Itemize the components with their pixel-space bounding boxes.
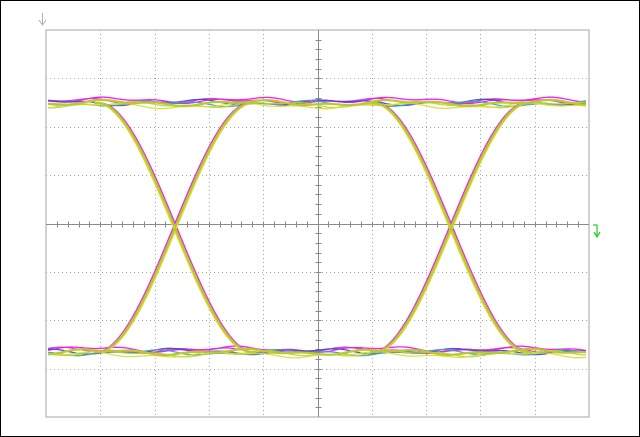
eye-falling-edge-main — [94, 101, 256, 354]
trigger-level-icon — [593, 224, 601, 239]
graticule-border — [45, 29, 590, 418]
eye-low-rail-main — [47, 347, 587, 357]
eye-falling-edge-main — [370, 101, 532, 354]
trigger-marker-path — [593, 224, 598, 235]
eye-diagram-waveform — [47, 96, 587, 359]
down-arrow-icon — [38, 13, 47, 26]
eye-high-rail-trace — [47, 101, 587, 110]
markers — [38, 13, 601, 239]
trigger-marker-head — [593, 231, 601, 239]
down-arrow-head — [38, 19, 47, 26]
graticule — [45, 29, 590, 418]
eye-high-rail-main — [47, 98, 587, 108]
eye-falling-edge-trace — [370, 102, 532, 353]
eye-falling-edge-trace — [94, 102, 256, 353]
eye-low-rail-trace — [47, 347, 586, 356]
